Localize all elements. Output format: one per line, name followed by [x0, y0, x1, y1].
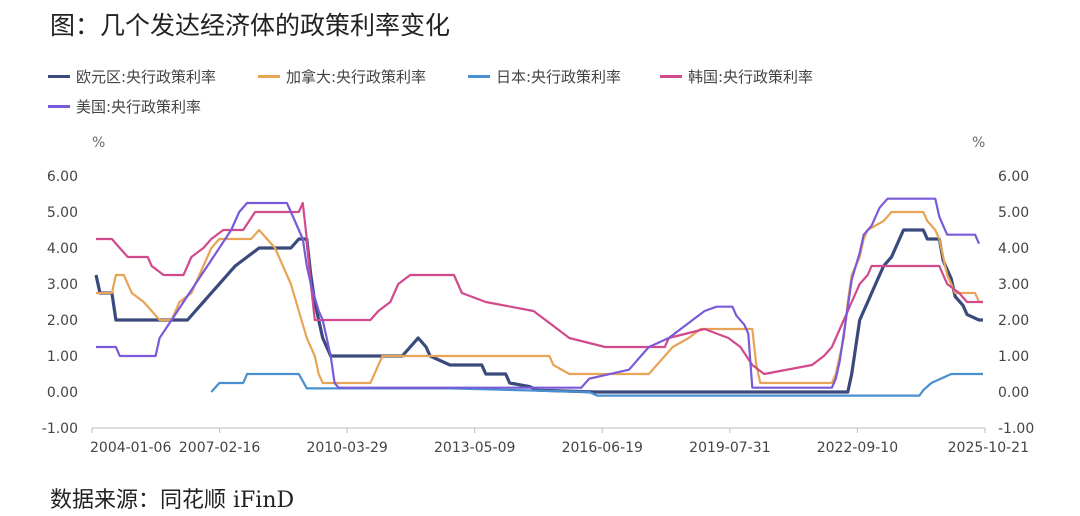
y-tick-label-left: 5.00 — [47, 205, 78, 221]
x-tick-label: 2019-07-31 — [689, 440, 770, 456]
data-source-note: 数据来源：同花顺 iFinD — [50, 488, 295, 513]
page-title: 图：几个发达经济体的政策利率变化 — [50, 11, 451, 40]
y-tick-label-left: -1.00 — [42, 421, 78, 437]
y-tick-label-right: 0.00 — [998, 385, 1029, 401]
y-tick-label-right: 1.00 — [998, 349, 1029, 365]
legend-item: 日本:央行政策利率 — [468, 66, 621, 87]
x-tick-label: 2022-09-10 — [817, 440, 898, 456]
legend-swatch — [660, 75, 682, 78]
y-tick-label-right: 4.00 — [998, 241, 1029, 257]
x-tick-label: 2016-06-19 — [562, 440, 643, 456]
legend-item: 欧元区:央行政策利率 — [48, 66, 216, 87]
series-line-4 — [96, 197, 981, 389]
legend-label: 美国:央行政策利率 — [76, 98, 202, 116]
x-tick-label: 2010-03-29 — [306, 440, 387, 456]
y-tick-label-right: 2.00 — [998, 313, 1029, 329]
y-tick-label-left: 6.00 — [47, 169, 78, 185]
legend-item: 加拿大:央行政策利率 — [258, 66, 426, 87]
legend-item: 韩国:央行政策利率 — [660, 66, 813, 87]
legend-label: 日本:央行政策利率 — [496, 68, 622, 86]
y-tick-label-right: 6.00 — [998, 169, 1029, 185]
series-line-0 — [94, 228, 983, 394]
legend-label: 加拿大:央行政策利率 — [286, 68, 427, 86]
y-tick-label-left: 1.00 — [47, 349, 78, 365]
legend-swatch — [468, 75, 490, 78]
legend-item: 美国:央行政策利率 — [48, 96, 201, 117]
y-unit-left: % — [92, 135, 105, 151]
y-tick-label-left: 2.00 — [47, 313, 78, 329]
x-tick-label: 2007-02-16 — [179, 440, 260, 456]
legend-swatch — [258, 75, 280, 78]
legend-label: 欧元区:央行政策利率 — [76, 68, 217, 86]
x-tick-label: 2004-01-06 — [90, 440, 171, 456]
y-tick-label-right: -1.00 — [998, 421, 1034, 437]
x-tick-label: 2013-05-09 — [434, 440, 515, 456]
legend-swatch — [48, 105, 70, 108]
y-tick-label-left: 4.00 — [47, 241, 78, 257]
x-tick-label: 2025-10-21 — [948, 440, 1029, 456]
y-tick-label-left: 3.00 — [47, 277, 78, 293]
legend-swatch — [48, 75, 70, 78]
series-line-2 — [210, 372, 983, 397]
y-unit-right: % — [972, 135, 985, 151]
y-tick-label-right: 5.00 — [998, 205, 1029, 221]
y-tick-label-left: 0.00 — [47, 385, 78, 401]
y-tick-label-right: 3.00 — [998, 277, 1029, 293]
series-line-3 — [96, 201, 983, 376]
legend-label: 韩国:央行政策利率 — [688, 68, 814, 86]
